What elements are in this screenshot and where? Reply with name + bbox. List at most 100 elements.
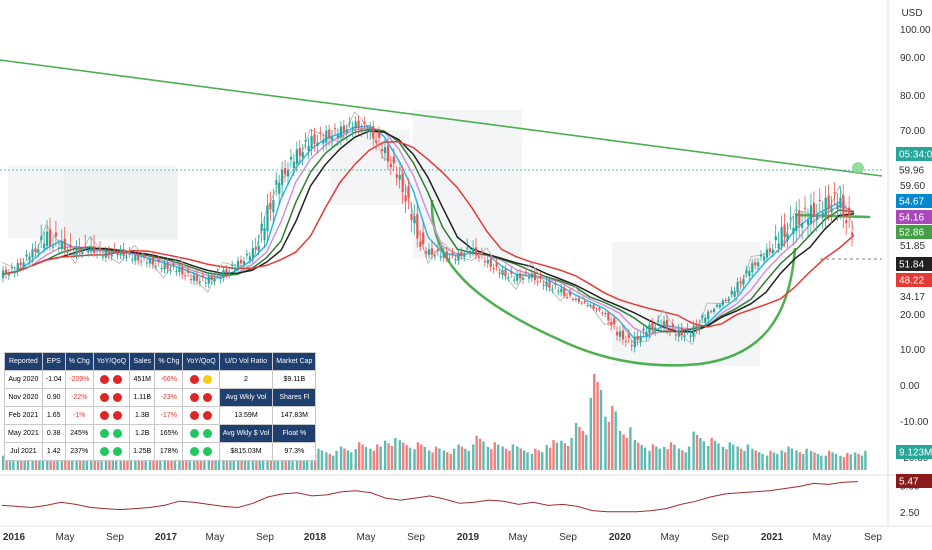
candle-28: [84, 234, 87, 251]
volume-bar-64: [237, 455, 240, 470]
candle-body: [798, 210, 801, 225]
time-label: May: [813, 532, 832, 543]
candle-body: [369, 127, 372, 133]
candle-202: [595, 307, 598, 313]
volume-bar-120: [442, 450, 446, 470]
volume-bar-100: [369, 448, 372, 470]
metric-right-cell: $9.11B: [272, 370, 317, 389]
price-axis[interactable]: 100.00 90.00 80.00 70.00 59.60 51.85 34.17 20.0…: [887, 0, 932, 526]
candle-body: [248, 256, 251, 260]
candle-body: [783, 224, 786, 238]
candle-206: [607, 310, 610, 326]
candle-94: [278, 174, 281, 206]
candle-body: [260, 223, 263, 231]
candle-51: [151, 253, 155, 269]
volume-bar-169: [622, 434, 625, 470]
volume-bar-102: [376, 444, 379, 470]
candle-138: [407, 178, 410, 210]
candle-240: [707, 309, 710, 325]
volume-bar-123: [452, 448, 456, 470]
candle-body: [366, 130, 369, 132]
candle-52: [154, 261, 157, 271]
volume-bar-185: [681, 450, 684, 470]
candle-235: [692, 320, 695, 342]
candle-body: [639, 337, 642, 342]
candle-body: [539, 276, 542, 279]
candle-body: [110, 254, 113, 257]
volume-bar-20: [75, 455, 78, 470]
candle-154: [454, 255, 457, 265]
volume-bar-222: [816, 454, 820, 470]
sales-cell: 1.2B: [129, 424, 156, 443]
price-tag-bg: [896, 257, 932, 271]
candle-body: [704, 317, 707, 323]
candle-226: [665, 314, 669, 335]
breakout-marker: [852, 162, 864, 174]
candle-body: [40, 236, 43, 241]
candle-223: [657, 315, 660, 326]
volume-bar-182: [669, 442, 673, 470]
candle-body: [339, 126, 343, 138]
price-tag: 54.16: [896, 210, 932, 224]
candle-142: [419, 230, 422, 252]
candle-body: [677, 329, 680, 337]
time-label: May: [357, 532, 376, 543]
price-tag: 5.47: [896, 474, 932, 488]
fundamentals-table: Reported EPS% Chg YoY/QoQ Sales% Chg YoY/QoQ…: [4, 352, 317, 461]
candle-129: [380, 141, 384, 160]
candle-body: [331, 137, 334, 141]
candle-body: [69, 244, 72, 248]
time-axis: 2016 May Sep 2017 May Sep 2018 May Sep 2019 May Sep…: [0, 525, 932, 543]
candle-body: [410, 213, 413, 221]
candle-body: [663, 320, 666, 327]
price-tag-bg: [896, 147, 932, 161]
candle-body: [472, 248, 475, 252]
volume-bar-34: [126, 454, 129, 470]
candle-body: [7, 273, 11, 276]
candle-258: [759, 250, 763, 261]
metric-right-cell: 97.3%: [272, 442, 317, 461]
status-dots: [182, 424, 220, 443]
volume-bar-87: [320, 450, 324, 470]
candle-body: [428, 249, 431, 255]
candle-229: [674, 329, 677, 341]
volume-bar-204: [751, 448, 754, 470]
candle-body: [586, 305, 589, 307]
candle-body: [771, 249, 774, 254]
candle-body: [204, 282, 207, 284]
candle-body: [460, 251, 463, 256]
candle-39: [116, 249, 119, 260]
candle-body: [228, 271, 231, 275]
candle-24: [72, 249, 75, 258]
candle-body: [815, 215, 819, 221]
candle-158: [466, 238, 469, 253]
volume-bar-117: [431, 452, 434, 470]
trend-lines: [0, 59, 883, 367]
candle-197: [580, 300, 583, 306]
candle-177: [522, 273, 525, 284]
volume-bar-201: [739, 448, 743, 470]
candle-body: [395, 174, 398, 178]
volume-bar-0: [2, 455, 5, 470]
candle-body: [721, 300, 724, 306]
volume-bar-46: [170, 455, 173, 470]
candle-body: [166, 262, 169, 270]
candle-190: [560, 284, 563, 297]
candle-body: [398, 174, 401, 180]
candle-191: [563, 283, 566, 299]
candle-body: [633, 337, 636, 348]
candle-272: [801, 211, 804, 240]
candle-178: [524, 267, 528, 277]
candle-47: [140, 256, 143, 267]
candle-body: [160, 268, 163, 270]
volume-bar-235: [864, 450, 867, 470]
table-header: Market Cap: [272, 352, 317, 371]
volume-bar-84: [310, 452, 313, 470]
candle-body: [251, 248, 254, 258]
candle-239: [704, 314, 707, 328]
candle-8: [25, 250, 28, 261]
price-tag-label: 9.123M: [899, 448, 932, 459]
table-row: Jul 2021 1.42 237% 1.25B 178% $815.03M 97.3%: [4, 442, 317, 461]
candle-64: [190, 274, 193, 284]
